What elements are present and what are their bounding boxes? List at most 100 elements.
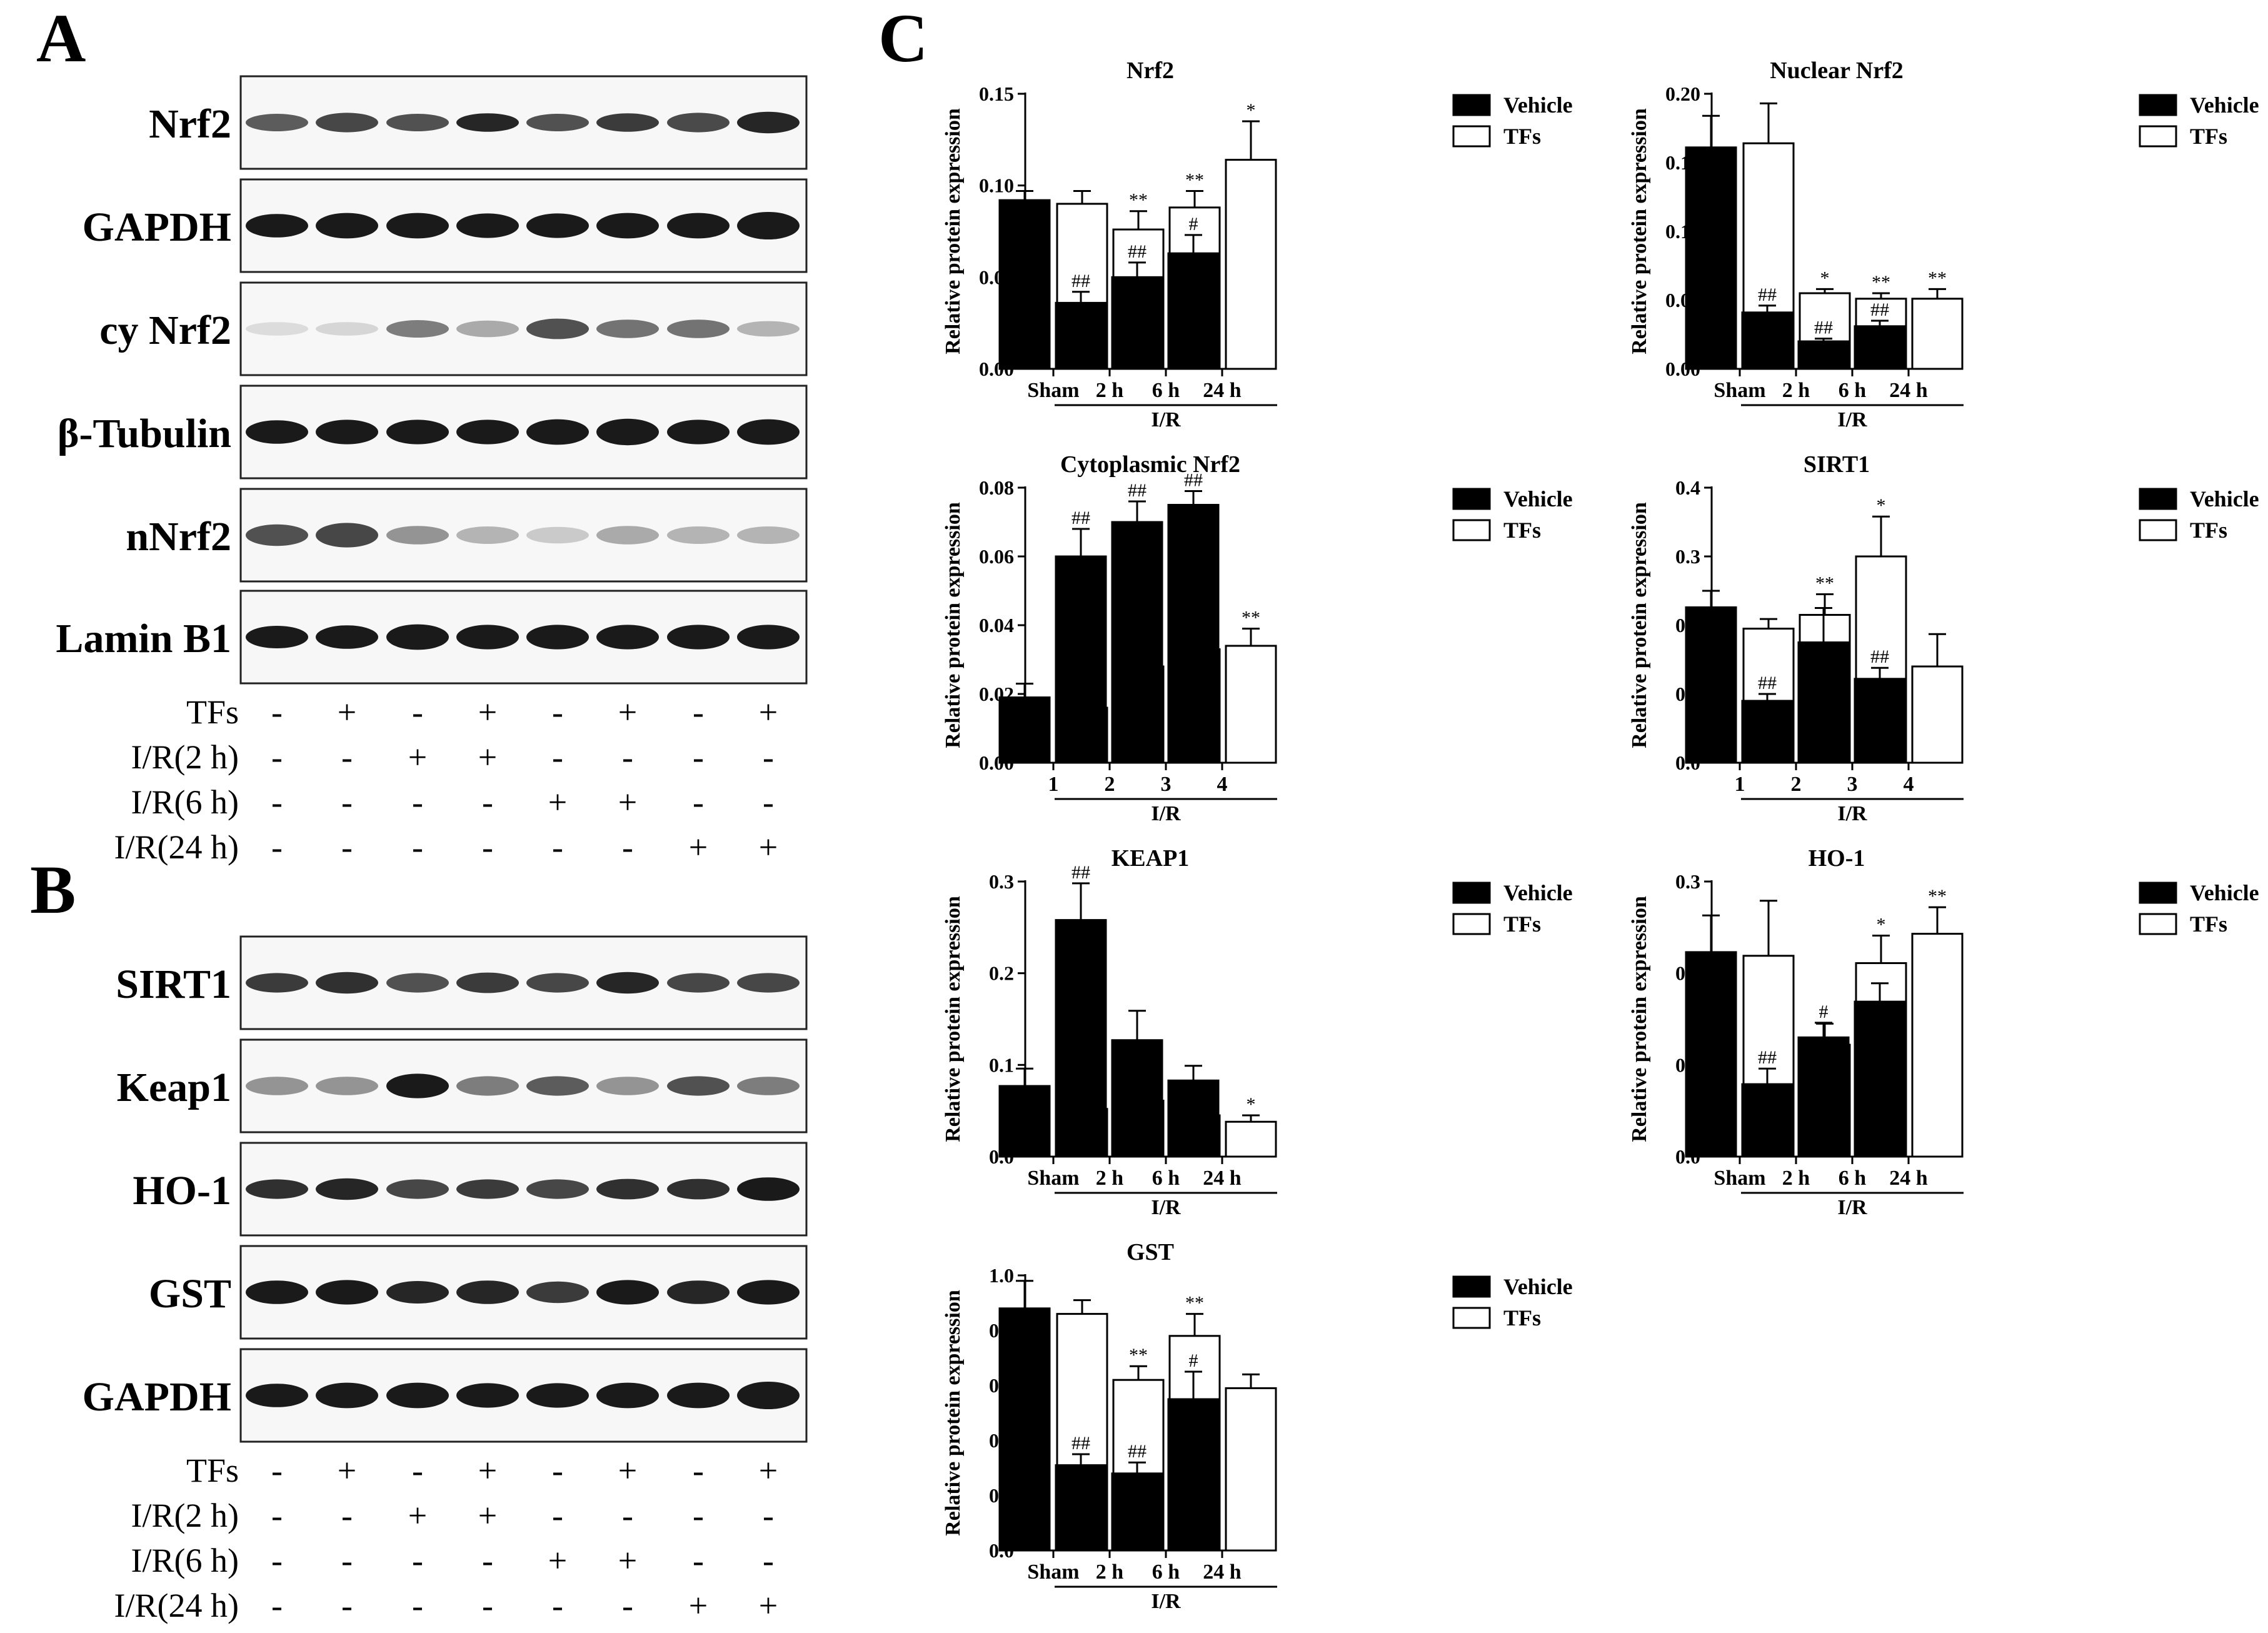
a-band-tubulin-lane-2 [316,420,378,445]
legend-label-vehicle: Vehicle [2190,880,2259,905]
bar-vehicle-2-h [1741,1083,1794,1158]
legend-label-vehicle: Vehicle [1503,1274,1573,1299]
a-condition-sign-i-r-24-h-lane-5: - [552,828,563,866]
significance-mark-vehicle-3: ## [1128,480,1147,501]
b-condition-sign-i-r-2-h-lane-6: - [622,1497,633,1534]
bar-vehicle-2 [1055,555,1107,764]
y-tick-label: 0.1 [989,1053,1014,1076]
bar-vehicle-sham [1685,951,1737,1158]
legend-label-tfs: TFs [1503,518,1541,543]
a-condition-sign-i-r-24-h-lane-2: - [341,828,353,866]
b-band-keap1-lane-2 [316,1077,378,1095]
a-condition-sign-i-r-2-h-lane-2: - [341,738,353,776]
b-condition-sign-i-r-24-h-lane-4: - [482,1587,493,1624]
a-band-lamin-b1-lane-6 [596,625,659,650]
a-condition-sign-i-r-6-h-lane-4: - [482,783,493,821]
bar-vehicle-6-h [1111,1472,1163,1552]
y-axis-label: Relative protein expression [1628,108,1651,354]
b-band-keap1-lane-6 [596,1077,659,1095]
a-condition-sign-i-r-6-h-lane-8: - [763,783,774,821]
b-condition-sign-i-r-6-h-lane-2: - [341,1542,353,1579]
b-band-gapdh-lane-2 [316,1382,378,1409]
bar-vehicle-24-h [1854,1000,1906,1158]
a-band-cy-nrf2-lane-4 [456,320,519,338]
b-band-gst-lane-2 [316,1280,378,1305]
a-band-gapdh-lane-6 [596,213,659,239]
b-band-sirt1-lane-5 [526,973,589,993]
a-band-cy-nrf2-lane-8 [737,321,800,337]
a-band-nrf2-lane-4 [456,113,519,132]
b-condition-sign-i-r-2-h-lane-4: + [478,1497,497,1534]
a-blot-label-nrf2: Nrf2 [149,101,231,147]
legend-swatch-tfs [1452,913,1491,935]
b-condition-sign-i-r-6-h-lane-7: - [693,1542,704,1579]
b-band-sirt1-lane-8 [737,973,800,993]
y-tick-label: 0.20 [1665,83,1700,105]
b-condition-sign-tfs-lane-5: - [552,1452,563,1489]
chart-title: HO-1 [1809,845,1865,872]
x-tick-label: 1 [1735,773,1745,796]
a-band-nnrf2-lane-7 [667,526,730,544]
a-condition-label-tfs: TFs [186,693,239,731]
a-band-nnrf2-lane-8 [737,526,800,544]
b-band-sirt1-lane-2 [316,972,378,994]
a-condition-label-i-r-6-h: I/R(6 h) [131,783,239,821]
bar-vehicle-24-h [1167,1079,1220,1158]
x-tick-label: Sham [1027,379,1079,402]
b-condition-sign-i-r-2-h-lane-8: - [763,1497,774,1534]
a-condition-sign-i-r-2-h-lane-6: - [622,738,633,776]
legend-label-vehicle: Vehicle [1503,880,1573,905]
y-axis-label: Relative protein expression [941,108,965,354]
a-band-lamin-b1-lane-2 [316,625,378,649]
chart-nrf2: Nrf2 Relative protein expression 0.00 0.05 0… [931,56,1613,431]
bar-vehicle-3 [1111,521,1163,764]
significance-mark-tfs-6-h: ** [1185,169,1204,190]
legend-swatch-tfs [2139,519,2177,541]
a-band-cy-nrf2-lane-6 [596,319,659,338]
a-condition-sign-i-r-2-h-lane-4: + [478,738,497,776]
chart-cytoplasmic-nrf2: Cytoplasmic Nrf2 Relative protein express… [931,450,1613,825]
a-blot-label-cy-nrf2: cy Nrf2 [99,308,231,353]
b-blot-label-gapdh: GAPDH [83,1374,231,1420]
x-tick-label: 2 h [1782,379,1810,402]
a-condition-sign-i-r-2-h-lane-8: - [763,738,774,776]
a-band-lamin-b1-lane-7 [667,625,730,650]
x-tick-label: 1 [1048,773,1059,796]
y-tick-label: 0.4 [1675,476,1700,499]
bar-vehicle-2-h [1055,1464,1107,1552]
bar-vehicle-2-h [1055,301,1107,370]
x-tick-label: 6 h [1152,1560,1180,1584]
x-tick-label: 24 h [1203,1560,1242,1584]
a-band-nrf2-lane-7 [667,113,730,133]
bar-vehicle-6-h [1797,340,1850,370]
significance-mark-tfs-4: ** [1242,608,1260,628]
b-condition-sign-tfs-lane-1: - [271,1452,283,1489]
b-condition-sign-i-r-6-h-lane-6: + [618,1542,637,1579]
b-condition-sign-i-r-2-h-lane-5: - [552,1497,563,1534]
b-band-gapdh-lane-4 [456,1383,519,1408]
y-tick-label: 0.15 [979,83,1014,105]
y-tick-label: 0.06 [979,545,1014,568]
y-axis-label: Relative protein expression [941,502,965,748]
y-axis-label: Relative protein expression [1628,502,1651,748]
bar-vehicle-6-h [1111,276,1163,370]
legend-swatch-tfs [2139,125,2177,148]
b-band-gst-lane-8 [737,1280,800,1305]
a-condition-sign-i-r-6-h-lane-7: - [693,783,704,821]
b-condition-sign-i-r-6-h-lane-3: - [412,1542,423,1579]
bar-vehicle-1 [1685,606,1737,764]
b-band-ho-1-lane-8 [737,1177,800,1201]
b-band-ho-1-lane-5 [526,1179,589,1199]
a-condition-sign-i-r-24-h-lane-1: - [271,828,283,866]
legend-label-tfs: TFs [2190,912,2227,937]
bar-vehicle-sham [1685,146,1737,370]
b-band-gst-lane-6 [596,1280,659,1305]
legend-swatch-vehicle [1452,488,1491,510]
a-condition-sign-i-r-2-h-lane-1: - [271,738,283,776]
a-band-nnrf2-lane-5 [526,526,589,544]
significance-mark-vehicle-24-h: # [1189,214,1198,234]
b-band-keap1-lane-8 [737,1077,800,1095]
